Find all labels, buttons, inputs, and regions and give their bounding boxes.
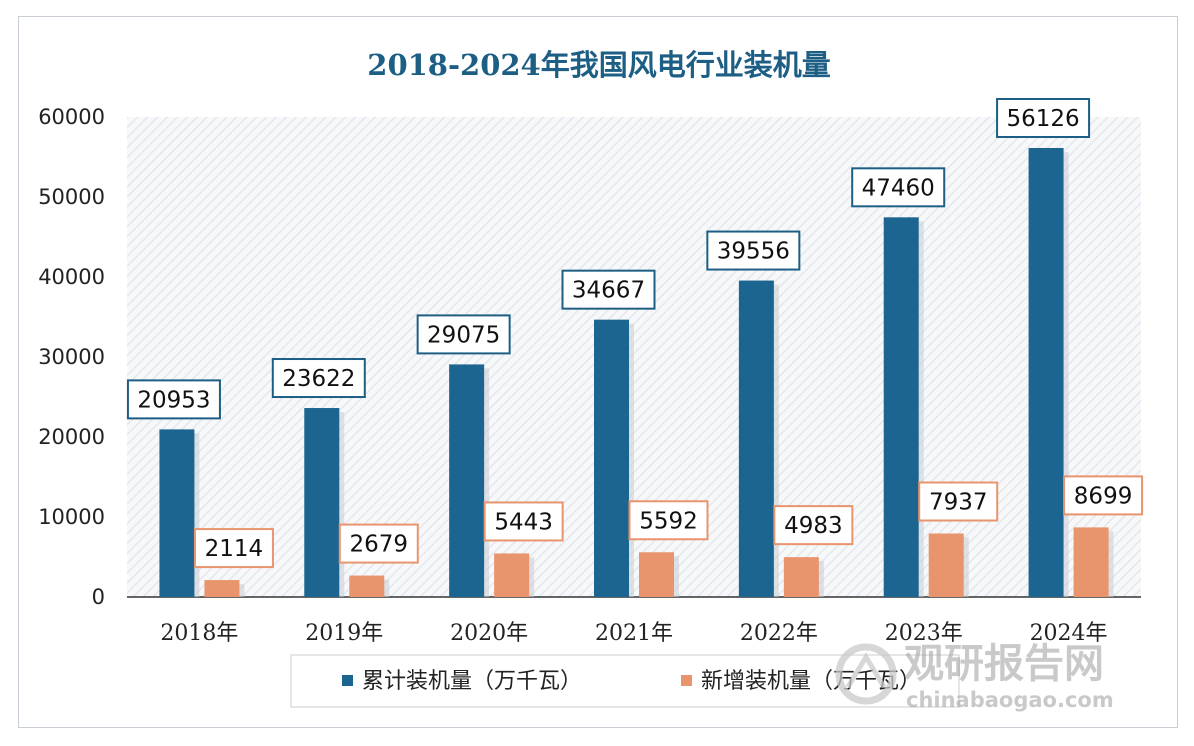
data-label: 23622 (282, 366, 355, 392)
x-tick-label: 2018年 (160, 621, 238, 646)
bar-cumulative (738, 280, 774, 597)
y-tick-label: 10000 (38, 505, 105, 529)
x-tick-label: 2024年 (1030, 621, 1108, 646)
legend-swatch (342, 675, 353, 686)
watermark: 观研报告网 chinabaogao.com (835, 641, 1114, 712)
x-tick-label: 2021年 (595, 621, 673, 646)
data-label: 56126 (1006, 106, 1079, 132)
bar-new (204, 580, 240, 597)
data-label: 8699 (1074, 483, 1133, 509)
data-label: 39556 (717, 239, 790, 265)
bar-new (639, 552, 674, 597)
bar-cumulative (159, 429, 195, 597)
watermark-logo-icon (835, 643, 897, 705)
x-tick-label: 2023年 (885, 621, 963, 646)
data-label-box (918, 481, 999, 522)
bar-cumulative (883, 217, 919, 597)
bar-cumulative (449, 364, 485, 597)
data-label: 2679 (350, 532, 409, 558)
data-label-box (851, 167, 946, 208)
data-label-box (416, 314, 511, 355)
bar-new (494, 553, 530, 597)
bar-cumulative (594, 319, 629, 597)
data-label: 7937 (929, 490, 988, 516)
data-label-box (628, 500, 709, 541)
y-tick-label: 20000 (38, 425, 105, 449)
legend-swatch (681, 675, 692, 686)
data-label: 2114 (205, 536, 264, 562)
bar-cumulative (304, 408, 340, 597)
bar-new (783, 557, 819, 597)
data-label-box (1063, 475, 1144, 516)
data-label: 29075 (427, 322, 500, 348)
bar-cumulative (1028, 147, 1064, 597)
x-tick-label: 2020年 (450, 621, 528, 646)
watermark-url: chinabaogao.com (906, 688, 1114, 712)
data-label-box (338, 523, 419, 564)
y-tick-label: 30000 (38, 345, 105, 369)
watermark-text: 观研报告网 (904, 641, 1104, 687)
data-label-box (996, 97, 1091, 138)
data-label: 5592 (639, 508, 698, 534)
y-tick-label: 50000 (38, 185, 105, 209)
data-label-box (706, 230, 801, 271)
y-tick-label: 60000 (38, 105, 105, 129)
bar-chart: 2018-2024年我国风电行业装机量 0 10000 20000 30000 4000… (38, 48, 1144, 712)
data-label-box (483, 501, 564, 542)
chart-container: 2018-2024年我国风电行业装机量 0 10000 20000 30000 4000… (18, 16, 1178, 728)
data-label: 34667 (572, 278, 645, 304)
data-label-box (561, 269, 656, 310)
y-tick-label: 40000 (38, 265, 105, 289)
data-label: 20953 (137, 387, 210, 413)
chart-title: 2018-2024年我国风电行业装机量 (367, 48, 830, 82)
y-tick-label: 0 (92, 585, 105, 609)
data-label-box (271, 358, 366, 399)
data-label-box (126, 379, 221, 420)
bar-new (928, 533, 964, 597)
x-tick-label: 2019年 (305, 621, 383, 646)
data-label: 47460 (862, 175, 935, 201)
data-label-box (773, 505, 854, 546)
data-label: 5443 (494, 509, 553, 535)
data-label: 4983 (784, 513, 843, 539)
bar-new (1073, 527, 1109, 597)
data-label-box (193, 528, 274, 569)
legend-label: 累计装机量（万千瓦） (362, 669, 582, 694)
bar-new (349, 575, 385, 597)
x-tick-label: 2022年 (740, 621, 818, 646)
